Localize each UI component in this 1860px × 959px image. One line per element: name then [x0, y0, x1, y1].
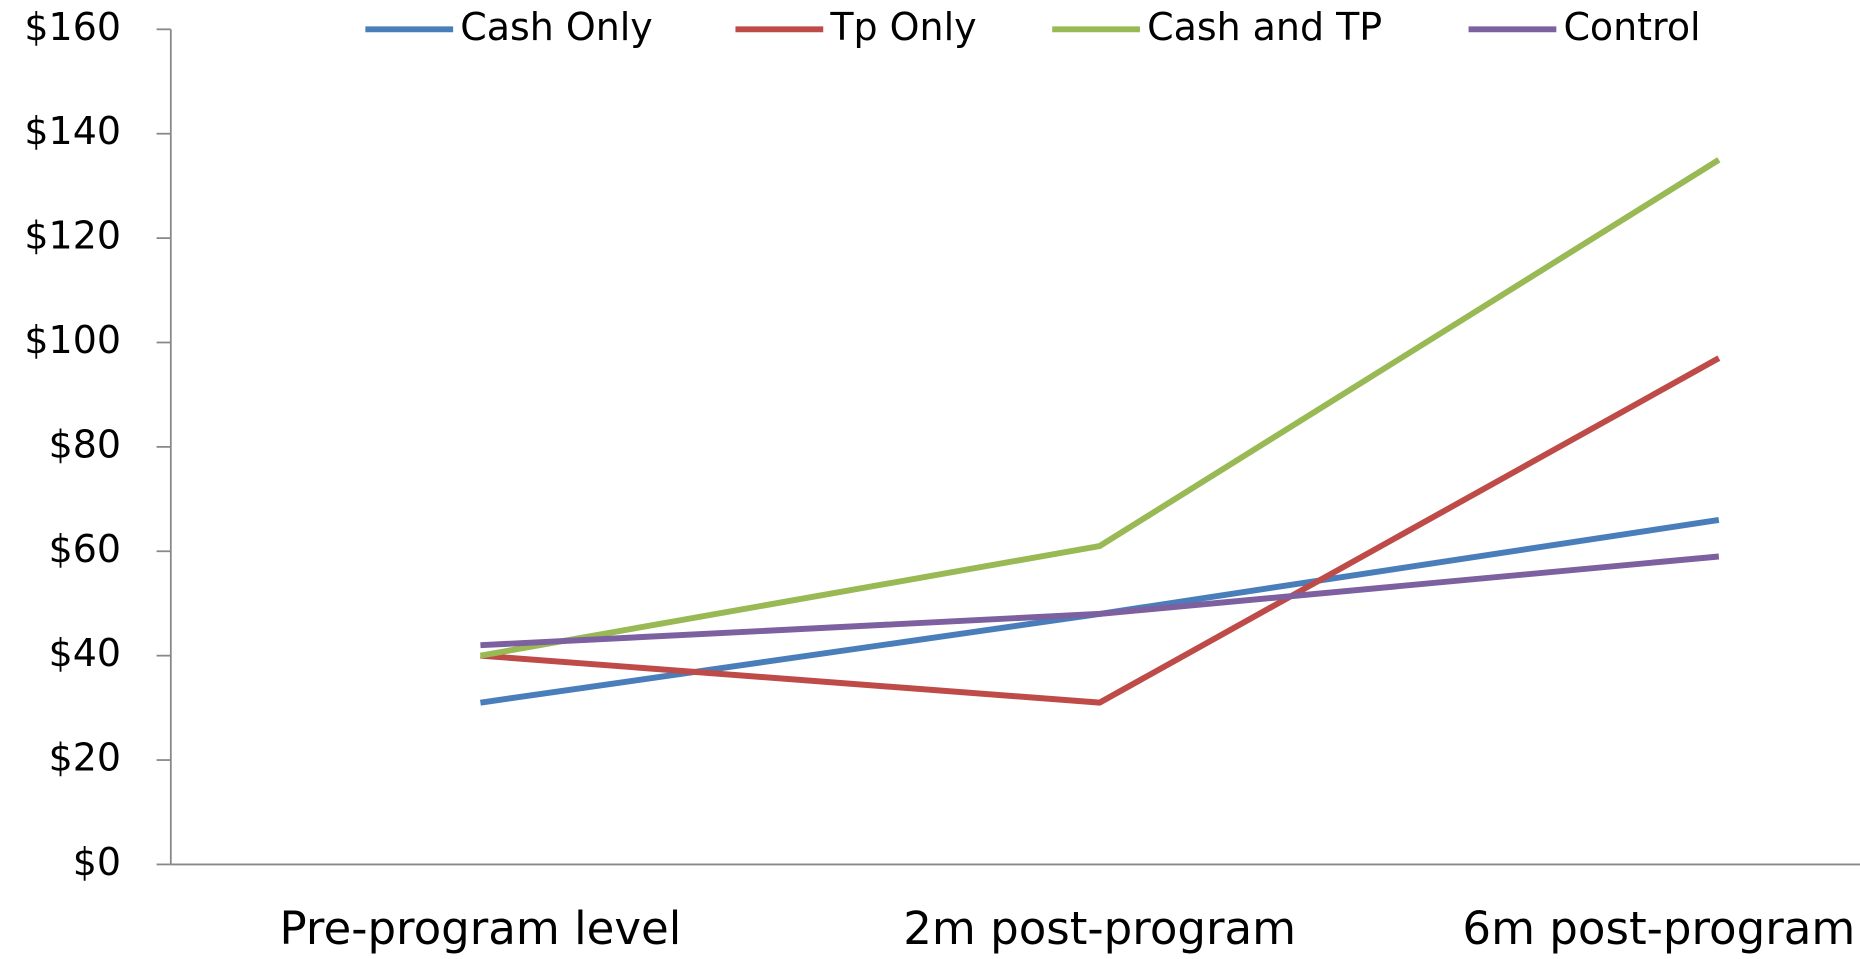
y-tick-label: $160	[24, 5, 121, 49]
legend-label: Cash Only	[460, 5, 653, 49]
y-tick-label: $60	[49, 527, 121, 571]
y-tick-label: $40	[49, 631, 121, 675]
legend-label: Cash and TP	[1147, 5, 1382, 49]
y-tick-label: $100	[24, 318, 121, 362]
y-tick-label: $120	[24, 214, 121, 258]
y-tick-label: $20	[49, 736, 121, 780]
x-tick-label: Pre-program level	[280, 902, 682, 955]
series-line	[480, 355, 1721, 706]
y-tick-label: $0	[73, 840, 121, 884]
legend-label: Control	[1563, 5, 1700, 49]
legend-label: Tp Only	[829, 5, 976, 49]
x-tick-label: 6m post-program	[1462, 902, 1855, 955]
x-tick-label: 2m post-program	[903, 902, 1296, 955]
series-line	[479, 157, 1721, 659]
series-line	[480, 553, 1720, 649]
y-tick-label: $140	[24, 109, 121, 153]
y-tick-label: $80	[49, 422, 121, 466]
